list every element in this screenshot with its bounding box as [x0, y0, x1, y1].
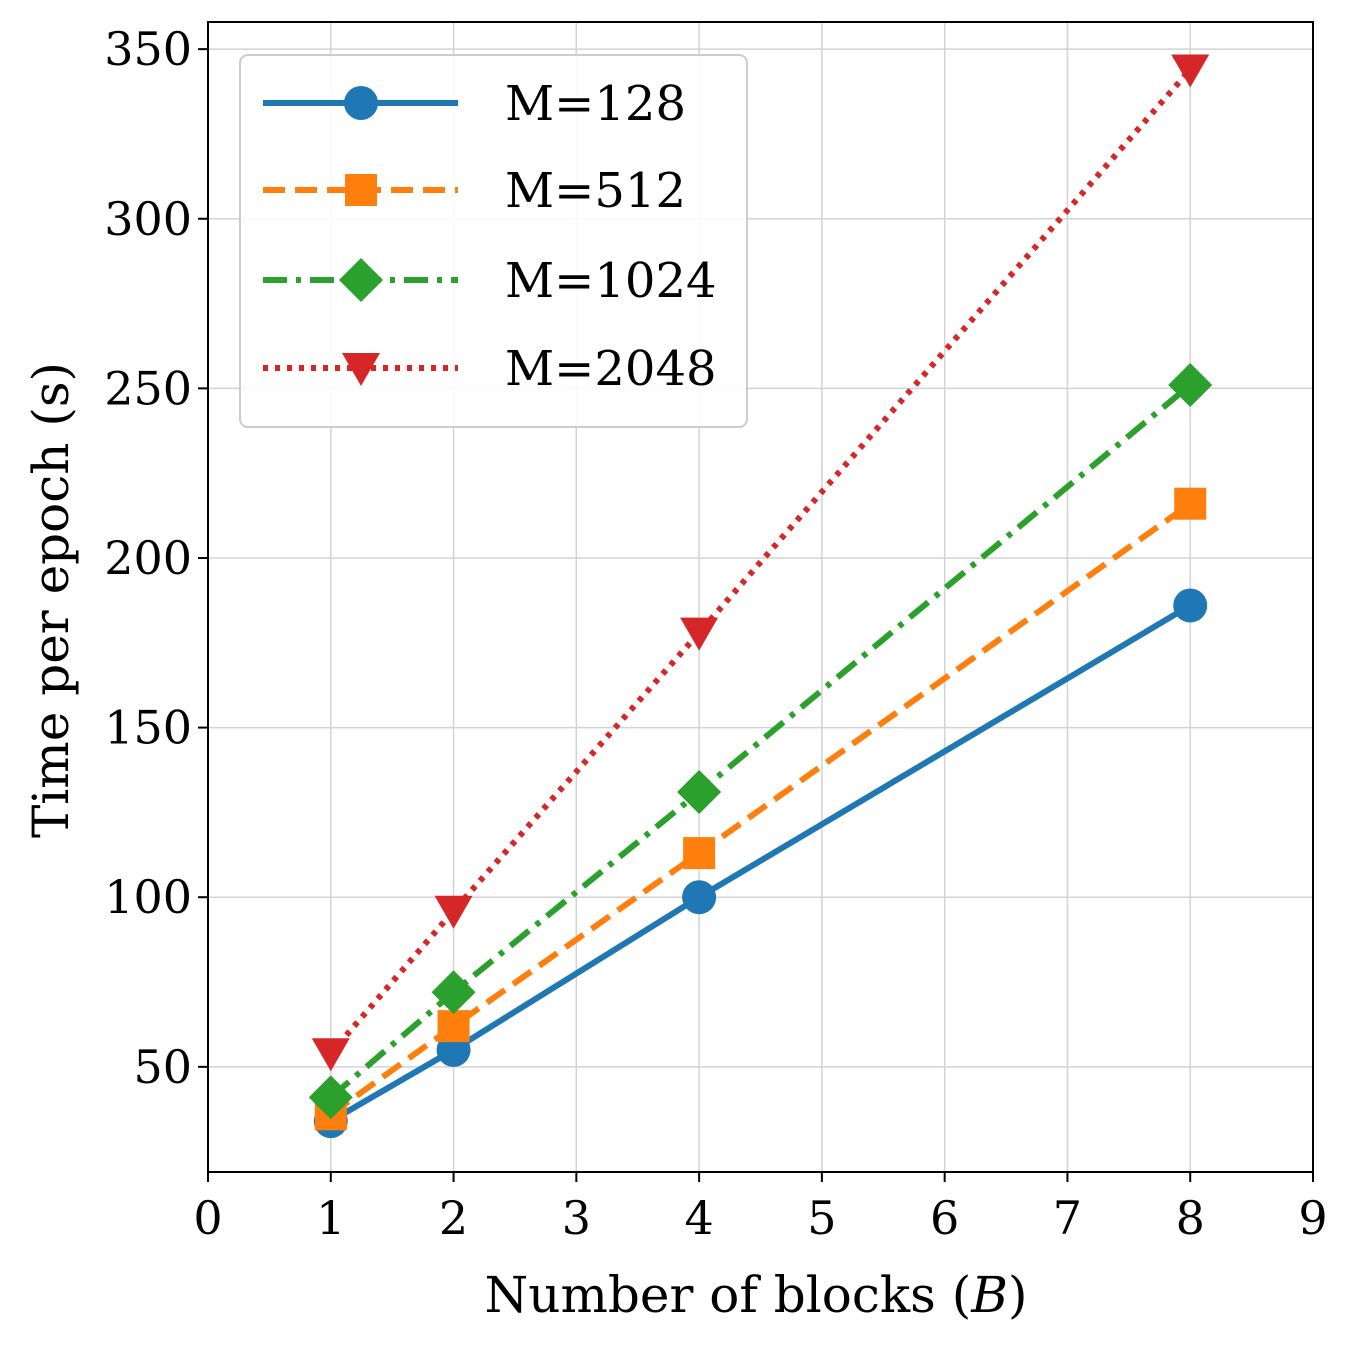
series-m-128 [313, 588, 1208, 1139]
y-tick-label: 100 [104, 870, 192, 924]
data-point [1168, 362, 1213, 407]
legend-label-m-128: M=128 [505, 76, 686, 132]
series-line-m-512 [329, 501, 1192, 1117]
data-point [431, 970, 476, 1015]
legend-label-m-512: M=512 [505, 163, 686, 219]
data-point [311, 1038, 350, 1072]
data-point [308, 1075, 353, 1120]
data-point [682, 880, 717, 915]
x-tick-label: 4 [684, 1191, 713, 1245]
x-tick-label: 0 [193, 1191, 222, 1245]
legend-marker-m-512 [345, 174, 377, 206]
legend-marker-m-2048 [342, 353, 380, 386]
series-m-2048 [311, 54, 1210, 1072]
x-axis-label: Number of blocks (B) [485, 1266, 1028, 1324]
x-tick-label: 5 [807, 1191, 836, 1245]
y-tick-label: 300 [104, 192, 192, 246]
y-axis-label: Time per epoch (s) [22, 362, 80, 838]
series-line-m-128 [329, 602, 1192, 1124]
axis-ticks: 0 1 2 3 4 5 6 7 8 9 50 100 150 200 250 300 350 [104, 22, 1327, 1245]
data-point [434, 895, 473, 929]
x-tick-label: 2 [439, 1191, 468, 1245]
legend-frame [239, 54, 748, 428]
plot-frame [207, 21, 1314, 1173]
data-point [1174, 487, 1207, 520]
legend-marker-m-1024 [339, 258, 383, 302]
series-line-m-1024 [328, 382, 1193, 1100]
data-point [680, 617, 719, 651]
y-tick-label: 50 [133, 1040, 192, 1094]
y-tick-label: 350 [104, 22, 192, 76]
y-tick-label: 150 [104, 701, 192, 755]
series-m-512 [314, 487, 1207, 1131]
data-point [1171, 54, 1210, 88]
series-m-1024 [308, 362, 1213, 1120]
x-tick-label: 9 [1298, 1191, 1327, 1245]
legend: M=128 M=512 M=1024 M=2048 [239, 54, 748, 428]
legend-label-m-1024: M=1024 [505, 253, 717, 309]
x-tick-label: 8 [1176, 1191, 1205, 1245]
legend-label-m-2048: M=2048 [505, 341, 717, 397]
data-point [1173, 588, 1208, 623]
data-point [677, 770, 722, 815]
x-tick-label: 3 [562, 1191, 591, 1245]
series-line-m-2048 [328, 67, 1193, 1056]
y-tick-label: 250 [104, 361, 192, 415]
y-tick-label: 200 [104, 531, 192, 585]
x-tick-label: 6 [930, 1191, 959, 1245]
data-point [437, 1010, 470, 1043]
x-tick-label: 7 [1053, 1191, 1082, 1245]
legend-marker-m-128 [344, 86, 378, 120]
series-group [308, 54, 1213, 1139]
data-point [683, 837, 716, 870]
x-tick-label: 1 [316, 1191, 345, 1245]
